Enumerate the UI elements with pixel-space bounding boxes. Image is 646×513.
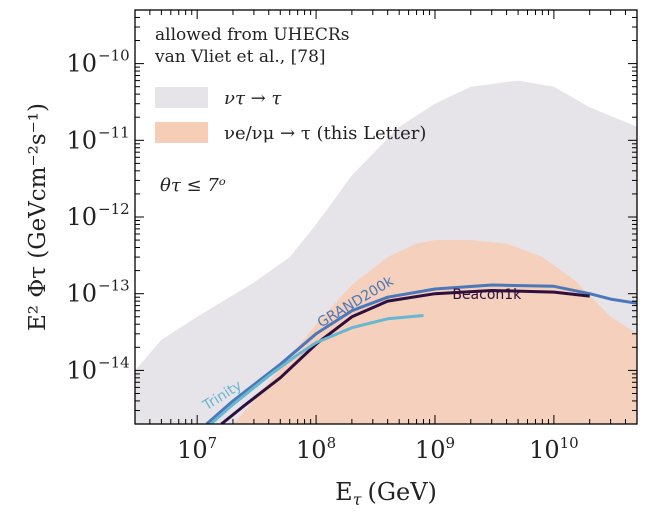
y-tick-label-exponent: −12 xyxy=(98,200,130,218)
x-tick-label: 1010 xyxy=(529,434,579,464)
legend-swatch-nutau xyxy=(155,87,208,108)
line-label-beacon1k: Beacon1k xyxy=(452,287,522,303)
annotation-line2: van Vliet et al., [78] xyxy=(154,47,326,67)
y-tick-label: 10 xyxy=(66,203,97,231)
line-grand200k xyxy=(205,283,637,424)
y-tick-label-exponent: −11 xyxy=(98,123,130,141)
annotation-theta: θτ ≤ 7ᵒ xyxy=(160,175,226,196)
y-tick-label: 10 xyxy=(66,280,97,308)
y-tick-label: 10 xyxy=(66,126,97,154)
y-axis-label: E² Φτ (GeVcm⁻²s⁻¹) xyxy=(25,103,51,331)
legend-label-nutau: ντ → τ xyxy=(224,88,282,109)
annotation-line1: allowed from UHECRs xyxy=(155,25,349,45)
y-tick-label: 10 xyxy=(66,50,97,78)
x-tick-label: 107 xyxy=(177,434,217,464)
legend-label-nue-numu: νe/νμ → τ (this Letter) xyxy=(224,123,426,144)
line-beacon1k xyxy=(220,289,590,424)
lines-layer xyxy=(205,283,637,424)
y-tick-label-exponent: −13 xyxy=(98,277,130,295)
x-axis-label: Eτ (GeV) xyxy=(335,478,437,509)
line-trinity xyxy=(209,314,424,424)
y-tick-label-exponent: −10 xyxy=(98,47,130,65)
y-tick-label-exponent: −14 xyxy=(98,353,130,371)
x-tick-label: 109 xyxy=(415,434,455,464)
x-tick-label: 108 xyxy=(296,434,336,464)
legend-swatch-nue-numu xyxy=(155,122,208,143)
ticks-layer xyxy=(134,9,638,425)
y-tick-label: 10 xyxy=(66,356,97,384)
